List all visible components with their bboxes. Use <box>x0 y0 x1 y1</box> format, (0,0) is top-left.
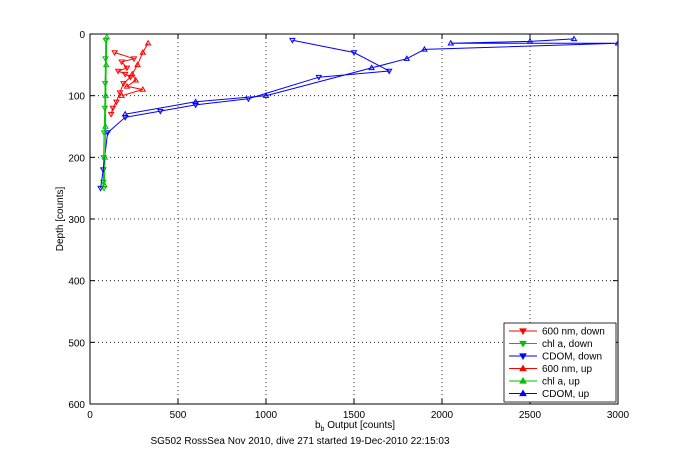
y-tick-label: 600 <box>68 400 85 411</box>
data-point-600-nm-down <box>107 111 115 118</box>
data-point-chl-a-up <box>103 34 111 40</box>
data-point-cdom-down <box>385 68 393 75</box>
data-point-cdom-down <box>315 74 323 81</box>
x-tick-label: 2000 <box>431 410 454 421</box>
data-point-chl-a-up <box>101 153 109 160</box>
data-point-cdom-down <box>97 185 104 192</box>
data-point-600-nm-up <box>123 82 131 89</box>
data-point-cdom-up <box>368 64 375 71</box>
data-point-600-nm-down <box>123 65 131 72</box>
data-point-600-nm-up <box>134 61 141 68</box>
data-point-cdom-up <box>421 45 428 52</box>
data-point-cdom-up <box>403 55 411 61</box>
legend-entry-label: CDOM, up <box>542 389 590 400</box>
legend-marker <box>519 340 527 348</box>
data-point-600-nm-up <box>144 39 152 46</box>
data-point-600-nm-down <box>114 68 122 75</box>
x-tick-label: 2500 <box>519 410 542 421</box>
y-tick-label: 0 <box>79 30 85 41</box>
series-line-cdom-down <box>100 39 391 189</box>
data-point-600-nm-down <box>121 71 129 78</box>
legend-entry-label: chl a, down <box>542 339 593 350</box>
legend-entry-label: CDOM, down <box>542 352 602 363</box>
data-point-600-nm-down <box>120 81 127 87</box>
y-tick-label: 100 <box>68 92 85 103</box>
x-axis-label-main: b <box>315 420 321 431</box>
data-point-600-nm-down <box>113 99 120 106</box>
x-tick-label: 500 <box>170 410 187 421</box>
data-point-cdom-down <box>157 108 164 115</box>
legend-box <box>503 322 617 403</box>
data-point-600-nm-up <box>139 86 147 92</box>
axis-ticks: 0 500 1000 1500 2000 2500 3000 0 100 200 300 400 500… <box>68 30 629 421</box>
legend-marker <box>519 328 527 335</box>
y-tick-label: 400 <box>68 277 85 288</box>
data-point-600-nm-down <box>130 56 138 63</box>
y-tick-label: 500 <box>68 338 85 349</box>
data-point-600-nm-down <box>116 90 124 97</box>
x-tick-label: 1000 <box>255 410 278 421</box>
data-point-chl-a-up <box>102 92 110 98</box>
legend-entry-label: 600 nm, down <box>542 327 605 338</box>
legend-entry-label: 600 nm, up <box>542 364 592 375</box>
data-point-chl-a-up <box>102 61 110 68</box>
data-point-cdom-down <box>350 50 358 56</box>
data-point-cdom-up <box>570 35 578 42</box>
legend-marker <box>519 353 527 360</box>
data-point-600-nm-down <box>109 105 117 112</box>
legend-marker <box>519 364 527 372</box>
data-point-cdom-up <box>447 39 455 46</box>
x-axis-label: bb Output [counts] <box>315 420 395 433</box>
x-axis-label-rest: Output [counts] <box>324 420 395 431</box>
data-point-cdom-up <box>262 92 270 98</box>
data-point-600-nm-up <box>118 92 126 98</box>
data-point-cdom-down <box>289 37 296 44</box>
data-point-600-nm-down <box>111 50 119 56</box>
data-point-cdom-up <box>192 98 199 105</box>
x-tick-label: 0 <box>87 410 93 421</box>
gridlines <box>90 34 618 404</box>
data-point-chl-a-up <box>101 181 108 188</box>
data-point-cdom-up <box>121 110 129 117</box>
data-point-cdom-up <box>614 39 618 46</box>
y-tick-label: 200 <box>68 153 85 164</box>
y-tick-label: 300 <box>68 215 85 226</box>
series-line-cdom-up <box>125 38 618 115</box>
data-point-600-nm-up <box>132 76 140 83</box>
x-tick-label: 1500 <box>343 410 366 421</box>
y-axis-label: Depth [counts] <box>55 187 66 252</box>
legend-entry-label: chl a, up <box>542 377 580 388</box>
legend-marker <box>519 377 527 384</box>
figure-caption: SG502 RossSea Nov 2010, dive 271 started… <box>150 436 450 447</box>
series-line-chl-a-up <box>103 37 108 186</box>
data-point-cdom-up <box>526 37 534 44</box>
data-point-chl-a-up <box>102 123 109 129</box>
x-axis-label-subscript: b <box>321 426 325 433</box>
data-point-cdom-down <box>104 130 111 137</box>
legend-marker <box>519 389 527 397</box>
data-layer <box>97 34 618 192</box>
x-tick-label: 3000 <box>607 410 630 421</box>
data-point-600-nm-down <box>118 59 126 66</box>
data-point-600-nm-up <box>128 70 136 77</box>
data-point-600-nm-up <box>139 49 147 55</box>
